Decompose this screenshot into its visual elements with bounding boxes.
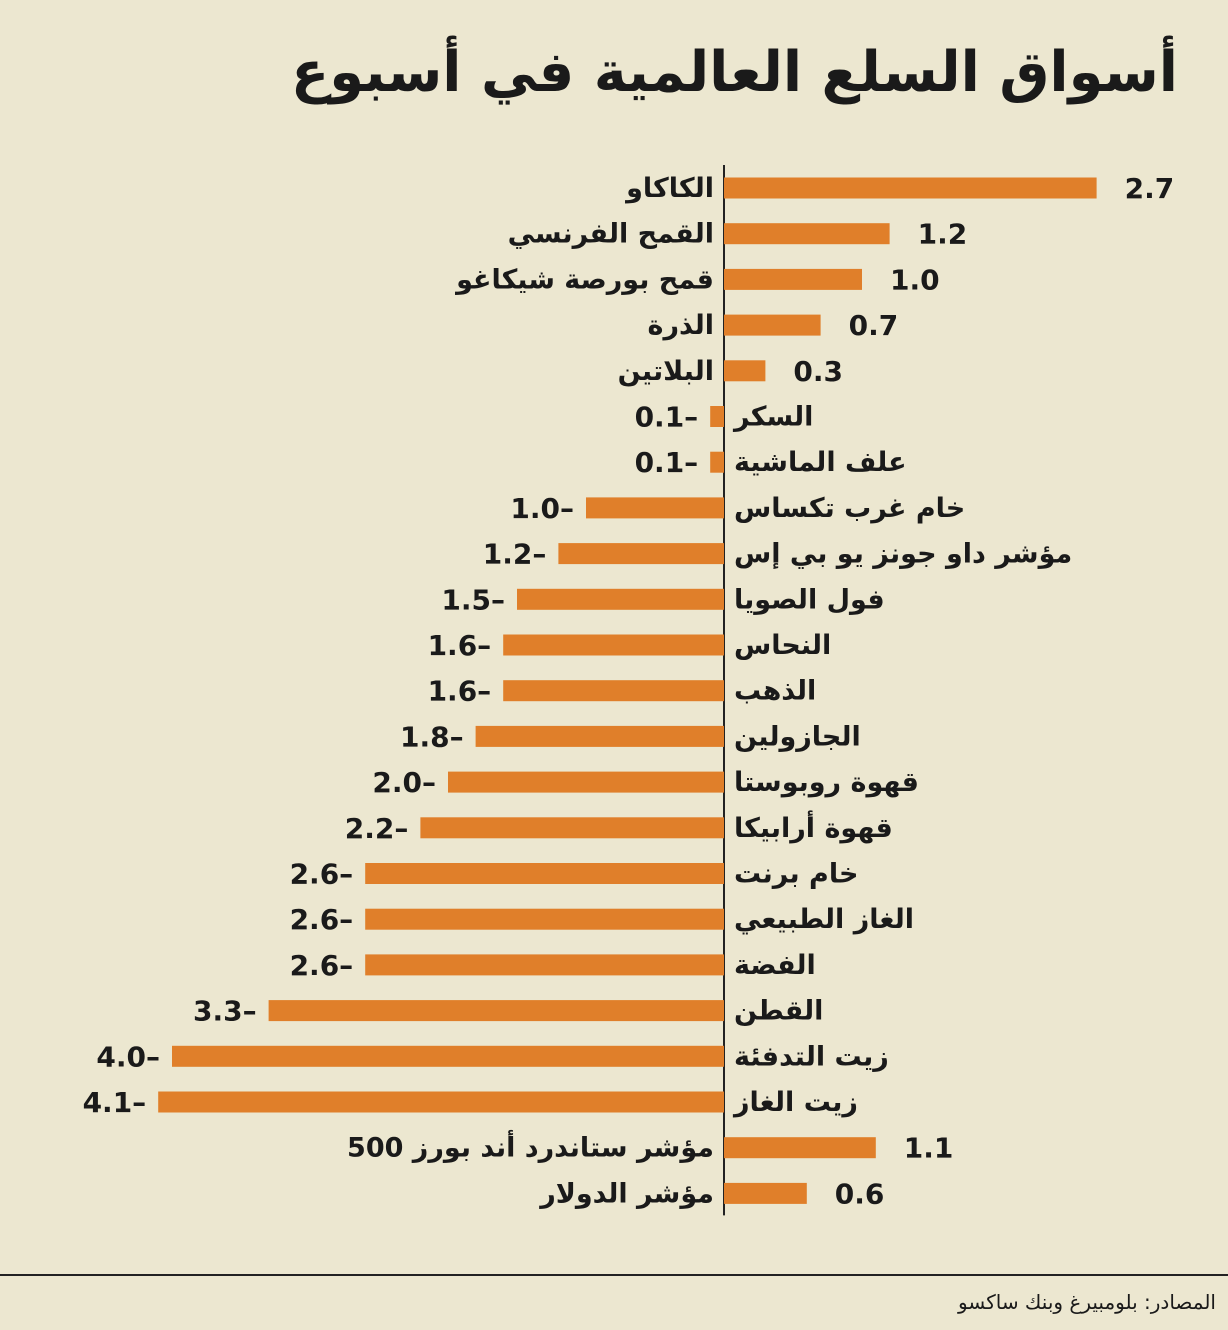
- category-label-9: فول الصويا: [734, 584, 885, 615]
- value-label-17: 2.6–: [290, 949, 354, 982]
- category-label-12: الجازولين: [734, 721, 861, 752]
- value-label-4: 0.3: [793, 355, 843, 388]
- bar-3: [724, 314, 821, 336]
- value-label-16: 2.6–: [290, 903, 354, 936]
- category-label-17: الفضة: [734, 950, 816, 981]
- bar-17: [365, 954, 724, 976]
- category-label-7: خام غرب تكساس: [734, 493, 965, 524]
- bar-9: [517, 588, 724, 610]
- bar-6: [710, 451, 724, 473]
- value-label-0: 2.7: [1125, 172, 1175, 205]
- category-label-6: علف الماشية: [734, 447, 907, 478]
- value-label-11: 1.6–: [428, 675, 492, 708]
- bar-8: [558, 543, 724, 565]
- value-label-14: 2.2–: [345, 812, 409, 845]
- bar-12: [475, 725, 724, 747]
- bar-1: [724, 223, 890, 245]
- value-label-22: 0.6: [835, 1177, 885, 1210]
- value-label-8: 1.2–: [483, 538, 547, 571]
- value-label-13: 2.0–: [372, 766, 436, 799]
- category-label-21: مؤشر ستاندرد أند بورز 500: [347, 1130, 714, 1164]
- category-label-22: مؤشر الدولار: [538, 1178, 714, 1209]
- category-label-20: زيت الغاز: [732, 1087, 858, 1118]
- category-label-10: النحاس: [734, 630, 831, 661]
- bar-11: [503, 680, 724, 702]
- value-label-12: 1.8–: [400, 720, 464, 753]
- value-label-7: 1.0–: [510, 492, 574, 525]
- bar-19: [172, 1045, 724, 1067]
- category-label-5: السكر: [732, 402, 813, 433]
- category-label-16: الغاز الطبيعي: [734, 904, 914, 935]
- bar-10: [503, 634, 724, 656]
- value-label-21: 1.1: [904, 1132, 954, 1165]
- category-label-4: البلاتين: [618, 356, 714, 387]
- value-label-18: 3.3–: [193, 995, 257, 1028]
- category-label-3: الذرة: [648, 310, 714, 341]
- value-label-3: 0.7: [849, 309, 899, 342]
- bar-0: [724, 177, 1097, 199]
- category-label-1: القمح الفرنسي: [508, 219, 714, 250]
- bar-20: [158, 1091, 724, 1113]
- value-label-2: 1.0: [890, 263, 940, 296]
- category-label-2: قمح بورصة شيكاغو: [454, 264, 714, 295]
- category-label-18: القطن: [734, 996, 823, 1027]
- source-note: المصادر: بلومبيرغ وبنك ساكسو: [958, 1290, 1216, 1314]
- bar-21: [724, 1137, 876, 1159]
- bar-14: [420, 817, 724, 839]
- bar-2: [724, 268, 862, 290]
- category-label-19: زيت التدفئة: [734, 1041, 889, 1072]
- category-label-14: قهوة أرابيكا: [734, 810, 893, 844]
- value-label-15: 2.6–: [290, 858, 354, 891]
- value-label-9: 1.5–: [441, 583, 505, 616]
- value-label-6: 0.1–: [635, 446, 699, 479]
- chart-title: أسواق السلع العالمية في أسبوع: [290, 40, 1178, 105]
- bar-13: [448, 771, 724, 793]
- bar-5: [710, 406, 724, 427]
- value-label-10: 1.6–: [428, 629, 492, 662]
- value-label-5: 0.1–: [635, 401, 699, 434]
- bar-22: [724, 1182, 807, 1204]
- bar-18: [268, 1000, 724, 1022]
- category-label-13: قهوة روبوستا: [734, 767, 919, 798]
- category-label-8: مؤشر داو جونز يو بي إس: [734, 539, 1072, 570]
- category-label-15: خام برنت: [734, 859, 858, 890]
- bar-4: [724, 360, 766, 382]
- source-divider: [0, 1274, 1228, 1276]
- category-label-11: الذهب: [734, 676, 816, 707]
- value-label-20: 4.1–: [83, 1086, 147, 1119]
- bar-15: [365, 863, 724, 884]
- bar-7: [586, 497, 724, 519]
- value-label-19: 4.0–: [96, 1040, 160, 1073]
- bar-16: [365, 908, 724, 930]
- category-label-0: الكاكاو: [624, 173, 714, 204]
- value-label-1: 1.2: [918, 218, 968, 251]
